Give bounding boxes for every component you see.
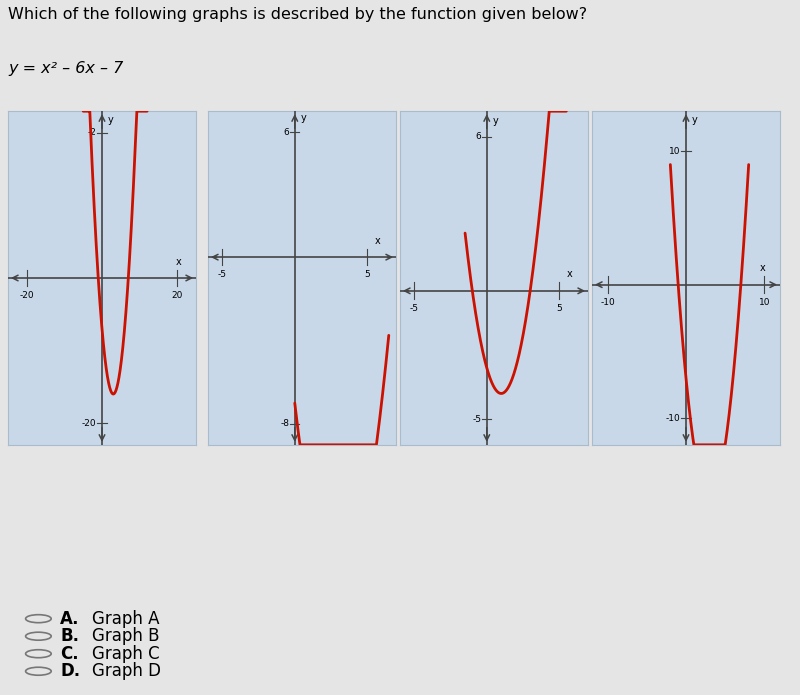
Text: y: y <box>301 113 306 124</box>
Text: -5: -5 <box>410 304 419 313</box>
Text: Graph B: Graph B <box>92 627 159 645</box>
Text: -20: -20 <box>19 291 34 300</box>
Text: 6: 6 <box>283 128 289 136</box>
Text: 6: 6 <box>475 132 481 141</box>
Text: -20: -20 <box>82 418 96 427</box>
Text: Which of the following graphs is described by the function given below?: Which of the following graphs is describ… <box>8 7 587 22</box>
Text: 10: 10 <box>758 298 770 307</box>
Text: x: x <box>760 263 766 273</box>
Text: -2: -2 <box>87 129 96 138</box>
Text: -8: -8 <box>280 420 289 428</box>
Text: y = x² – 6x – 7: y = x² – 6x – 7 <box>8 61 123 76</box>
Text: Graph A: Graph A <box>92 610 159 628</box>
Text: C.: C. <box>60 645 78 663</box>
Text: D.: D. <box>60 662 80 680</box>
Text: x: x <box>375 236 381 246</box>
Text: Graph C: Graph C <box>92 645 160 663</box>
Text: x: x <box>176 256 182 267</box>
Text: 10: 10 <box>669 147 680 156</box>
Text: x: x <box>567 270 573 279</box>
Text: -10: -10 <box>666 414 680 423</box>
Text: 5: 5 <box>364 270 370 279</box>
Text: -5: -5 <box>218 270 227 279</box>
Text: -5: -5 <box>472 415 481 424</box>
Text: B.: B. <box>60 627 79 645</box>
Text: A.: A. <box>60 610 79 628</box>
Text: 20: 20 <box>171 291 183 300</box>
Text: -10: -10 <box>600 298 615 307</box>
Text: y: y <box>493 116 498 126</box>
Text: 5: 5 <box>556 304 562 313</box>
Text: Graph D: Graph D <box>92 662 161 680</box>
Text: y: y <box>692 115 698 125</box>
Text: y: y <box>108 115 114 125</box>
